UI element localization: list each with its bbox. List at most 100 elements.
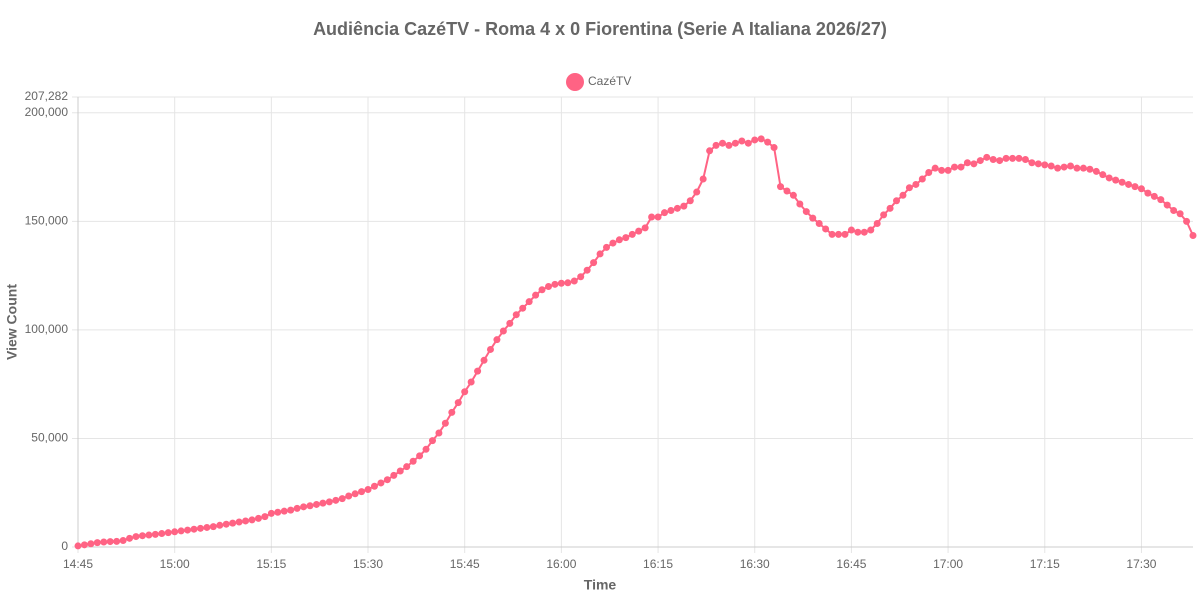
data-point (648, 213, 656, 221)
data-point (615, 236, 623, 244)
data-point (435, 429, 443, 437)
y-tick-label: 0 (61, 539, 68, 553)
data-point (854, 228, 862, 236)
data-point (74, 542, 82, 550)
data-point (847, 226, 855, 234)
data-point (158, 530, 166, 538)
data-point (132, 533, 140, 541)
data-point (1125, 180, 1133, 188)
data-point (280, 507, 288, 515)
x-tick-label: 16:45 (836, 557, 866, 571)
x-tick-label: 17:15 (1030, 557, 1060, 571)
data-point (867, 226, 875, 234)
x-tick-label: 15:15 (256, 557, 286, 571)
data-point (119, 536, 127, 544)
y-tick-label: 100,000 (25, 322, 69, 336)
data-point (325, 498, 333, 506)
data-point (364, 485, 372, 493)
data-point (841, 230, 849, 238)
data-point (770, 144, 778, 152)
data-point (680, 202, 688, 210)
data-point (203, 523, 211, 531)
data-point (1015, 154, 1023, 162)
data-point (1073, 164, 1081, 172)
data-point (738, 137, 746, 145)
data-point (725, 141, 733, 149)
data-point (454, 399, 462, 407)
data-point (319, 499, 327, 507)
data-point (1189, 231, 1197, 239)
data-point (963, 159, 971, 167)
data-point (815, 220, 823, 228)
data-point (777, 183, 785, 191)
data-point (1150, 192, 1158, 200)
data-point (686, 197, 694, 205)
data-point (267, 509, 275, 517)
data-point (499, 327, 507, 335)
data-point (557, 279, 565, 287)
data-point (261, 513, 269, 521)
data-point (1028, 159, 1036, 167)
data-point (532, 291, 540, 299)
data-point (196, 524, 204, 532)
y-tick-label: 200,000 (25, 105, 69, 119)
data-point (1041, 161, 1049, 169)
y-axis-title: View Count (4, 284, 20, 360)
data-point (138, 532, 146, 540)
data-point (332, 496, 340, 504)
x-tick-label: 15:45 (450, 557, 480, 571)
data-point (1002, 154, 1010, 162)
data-point (925, 169, 933, 177)
data-point (693, 188, 701, 196)
data-point (506, 319, 514, 327)
data-point (719, 139, 727, 147)
data-point (544, 282, 552, 290)
series-line (77, 137, 1194, 547)
data-point (1144, 189, 1152, 197)
data-point (918, 175, 926, 183)
data-point (996, 157, 1004, 165)
data-point (1176, 210, 1184, 218)
data-point (248, 516, 256, 524)
data-point (486, 345, 494, 353)
data-point (493, 336, 501, 344)
data-point (1060, 163, 1068, 171)
data-point (712, 141, 720, 149)
data-point (538, 286, 546, 294)
data-point (164, 529, 172, 537)
data-point (306, 502, 314, 510)
data-point (667, 207, 675, 215)
data-point (835, 230, 843, 238)
data-point (287, 506, 295, 514)
x-tick-label: 16:30 (740, 557, 770, 571)
data-point (970, 160, 978, 168)
chart-title: Audiência CazéTV - Roma 4 x 0 Fiorentina… (313, 19, 887, 39)
legend-label: CazéTV (588, 74, 631, 88)
data-point (100, 538, 108, 546)
data-point (448, 408, 456, 416)
data-point (409, 457, 417, 465)
data-point (519, 304, 527, 312)
data-point (635, 227, 643, 235)
data-point (1131, 183, 1139, 191)
data-point (880, 211, 888, 219)
data-point (1157, 196, 1165, 204)
data-point (254, 514, 262, 522)
x-axis-title: Time (584, 577, 617, 593)
data-point (229, 519, 237, 527)
data-point (312, 500, 320, 508)
data-point (641, 224, 649, 232)
data-point (828, 230, 836, 238)
data-point (860, 228, 868, 236)
data-point (126, 534, 134, 542)
data-point (467, 378, 475, 386)
data-point (886, 204, 894, 212)
data-point (1170, 207, 1178, 215)
y-tick-label: 150,000 (25, 214, 69, 228)
data-point (983, 153, 991, 161)
x-tick-label: 16:00 (546, 557, 576, 571)
data-point (151, 530, 159, 538)
x-tick-label: 15:00 (160, 557, 190, 571)
data-point (93, 539, 101, 547)
data-point (1021, 155, 1029, 163)
